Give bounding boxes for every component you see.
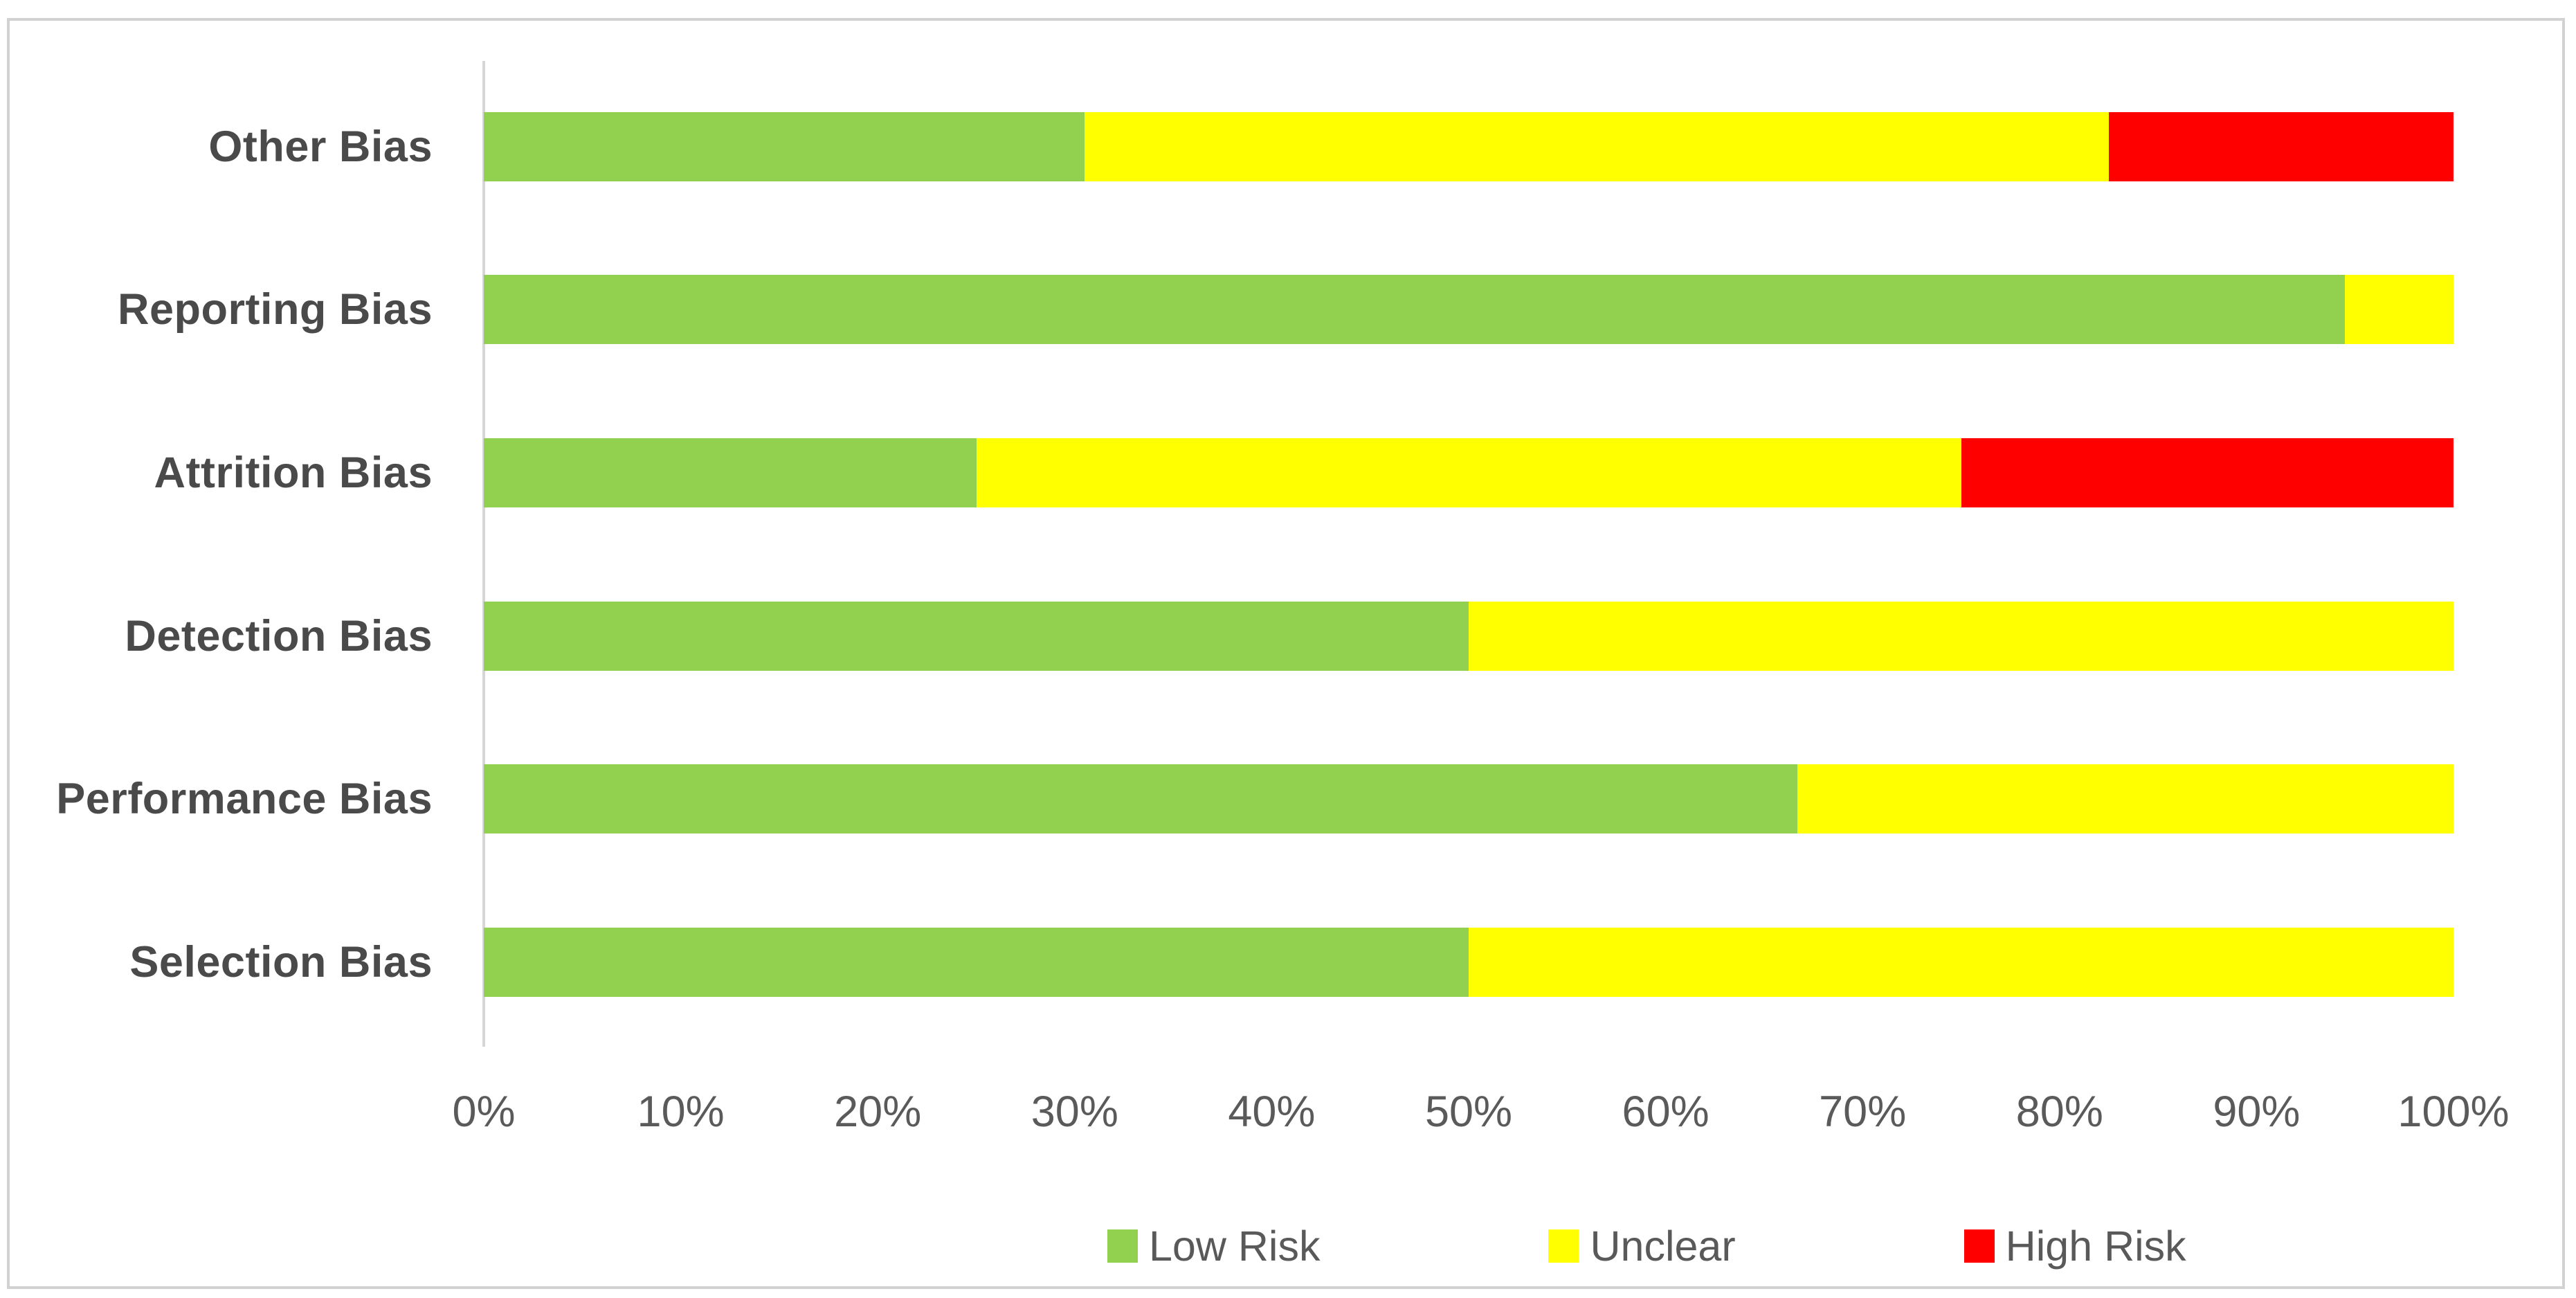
x-axis-tick-label: 90% <box>2213 1088 2301 1136</box>
y-axis-line <box>482 61 485 1047</box>
stacked-bar <box>484 927 2453 997</box>
category-label: Detection Bias <box>125 611 433 660</box>
stacked-bar <box>484 438 2453 507</box>
bar-segment-low-risk <box>484 275 2346 345</box>
x-axis-tick-label: 0% <box>452 1088 516 1136</box>
x-axis-tick-label: 80% <box>2015 1088 2103 1136</box>
bar-segment-low-risk <box>484 764 1798 834</box>
x-axis: 0% 10% 20% 30% 40% 50% 60% 70% 80% 90% 100% <box>0 1080 2576 1144</box>
bar-segment-low-risk <box>484 111 1085 181</box>
legend: Low Risk Unclear High Risk <box>1107 1223 2186 1270</box>
legend-item: Unclear <box>1548 1222 1736 1270</box>
bar-segment-unclear <box>2345 275 2453 345</box>
legend-label: Low Risk <box>1149 1223 1321 1270</box>
bar-segment-low-risk <box>484 601 1469 671</box>
bar-segment-low-risk <box>484 927 1469 997</box>
x-axis-tick-label: 20% <box>834 1088 922 1136</box>
legend-swatch-unclear <box>1548 1229 1579 1263</box>
x-axis-tick-label: 70% <box>1819 1088 1907 1136</box>
bar-segment-high-risk <box>2108 111 2453 181</box>
category-label: Other Bias <box>208 122 433 171</box>
x-axis-tick-label: 40% <box>1228 1088 1316 1136</box>
bar-segment-high-risk <box>1961 438 2453 507</box>
stacked-bar <box>484 601 2453 671</box>
x-axis-tick-label: 100% <box>2397 1088 2510 1136</box>
legend-item: Low Risk <box>1107 1222 1320 1270</box>
bar-segment-low-risk <box>484 438 977 507</box>
chart-row: Attrition Bias <box>0 391 2576 555</box>
bar-segment-unclear <box>1085 111 2109 181</box>
chart-row: Performance Bias <box>0 717 2576 881</box>
legend-item: High Risk <box>1963 1222 2186 1270</box>
x-axis-tick-label: 50% <box>1424 1088 1513 1136</box>
stacked-bar <box>484 764 2453 834</box>
category-label: Selection Bias <box>129 937 433 986</box>
stacked-bar <box>484 111 2453 181</box>
legend-swatch-low-risk <box>1107 1229 1138 1263</box>
x-axis-tick-label: 10% <box>637 1088 725 1136</box>
chart-row: Reporting Bias <box>0 228 2576 392</box>
category-label: Attrition Bias <box>154 448 433 497</box>
chart-row: Detection Bias <box>0 555 2576 718</box>
x-axis-tick-label: 30% <box>1031 1088 1118 1136</box>
chart-row: Other Bias <box>0 65 2576 228</box>
category-label: Reporting Bias <box>117 285 433 334</box>
chart-row: Selection Bias <box>0 881 2576 1044</box>
x-axis-tick-label: 60% <box>1622 1088 1709 1136</box>
legend-label: High Risk <box>2005 1223 2186 1270</box>
bar-segment-unclear <box>976 438 1961 507</box>
legend-label: Unclear <box>1590 1223 1736 1270</box>
bar-segment-unclear <box>1469 927 2453 997</box>
bar-segment-unclear <box>1469 601 2453 671</box>
stacked-bar <box>484 275 2453 345</box>
bar-segment-unclear <box>1797 764 2453 834</box>
legend-swatch-high-risk <box>1963 1229 1995 1263</box>
category-label: Performance Bias <box>56 775 433 824</box>
